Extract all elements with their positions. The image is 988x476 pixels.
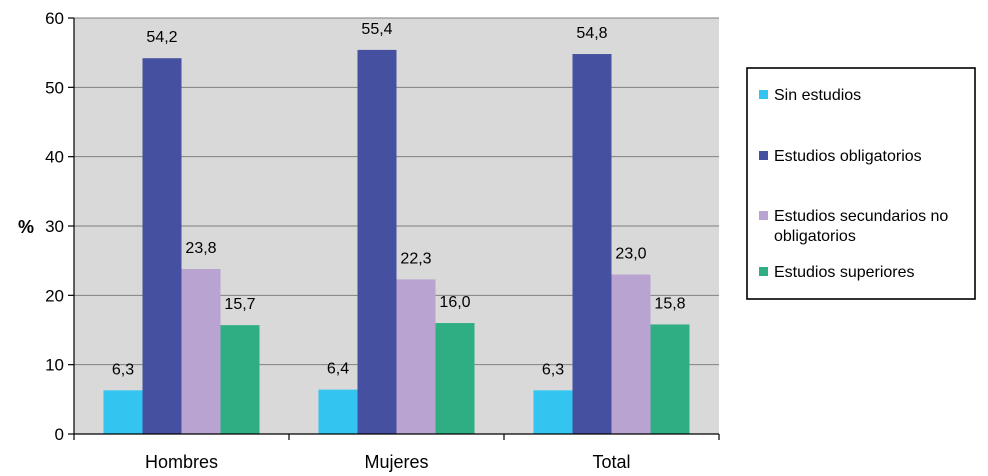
y-tick-label: 50 bbox=[45, 78, 64, 97]
bar bbox=[611, 274, 651, 434]
data-label: 55,4 bbox=[361, 21, 392, 38]
data-label: 54,2 bbox=[146, 29, 177, 46]
data-label: 22,3 bbox=[400, 250, 431, 267]
bar bbox=[103, 390, 143, 434]
bar bbox=[318, 389, 358, 434]
legend-swatch bbox=[759, 90, 768, 99]
x-axis: Hombres Mujeres Total bbox=[73, 433, 720, 472]
legend-swatch bbox=[759, 267, 768, 276]
legend-box bbox=[746, 67, 976, 300]
data-label: 23,0 bbox=[615, 246, 646, 263]
bar bbox=[357, 49, 397, 434]
data-label: 6,3 bbox=[542, 361, 564, 378]
data-label: 16,0 bbox=[439, 294, 470, 311]
y-tick-label: 30 bbox=[45, 217, 64, 236]
data-labels: 6,3 6,4 6,3 54,2 55,4 54,8 23,8 22,3 23,0 15,7 16,… bbox=[112, 21, 686, 378]
legend-swatch bbox=[759, 211, 768, 220]
y-axis-label: % bbox=[18, 217, 34, 237]
bar bbox=[220, 325, 260, 434]
data-label: 15,8 bbox=[654, 295, 685, 312]
x-category-label: Total bbox=[592, 452, 630, 472]
bar bbox=[650, 324, 690, 434]
data-label: 23,8 bbox=[185, 240, 216, 257]
data-label: 6,4 bbox=[327, 361, 349, 378]
x-category-label: Mujeres bbox=[364, 452, 428, 472]
y-tick-label: 20 bbox=[45, 286, 64, 305]
y-tick-label: 60 bbox=[45, 9, 64, 28]
legend-label: Estudios superiores bbox=[774, 264, 915, 281]
bars bbox=[103, 49, 690, 435]
y-axis: 0 10 20 30 40 50 60 bbox=[45, 9, 75, 444]
legend-swatch bbox=[759, 151, 768, 160]
bar bbox=[533, 390, 573, 434]
data-label: 54,8 bbox=[576, 25, 607, 42]
legend-label: obligatorios bbox=[774, 228, 856, 245]
bar bbox=[396, 279, 436, 434]
x-category-label: Hombres bbox=[145, 452, 218, 472]
data-label: 15,7 bbox=[224, 296, 255, 313]
bar bbox=[142, 58, 182, 435]
legend-label: Estudios secundarios no bbox=[774, 208, 948, 225]
y-tick-label: 0 bbox=[55, 425, 64, 444]
bar bbox=[435, 323, 475, 434]
legend-label: Sin estudios bbox=[774, 87, 861, 104]
data-label: 6,3 bbox=[112, 361, 134, 378]
bar bbox=[572, 54, 612, 434]
legend: Sin estudios Estudios obligatorios Estudio… bbox=[746, 67, 976, 300]
y-tick-label: 40 bbox=[45, 148, 64, 167]
bar bbox=[181, 268, 221, 434]
y-tick-label: 10 bbox=[45, 356, 64, 375]
legend-label: Estudios obligatorios bbox=[774, 148, 922, 165]
